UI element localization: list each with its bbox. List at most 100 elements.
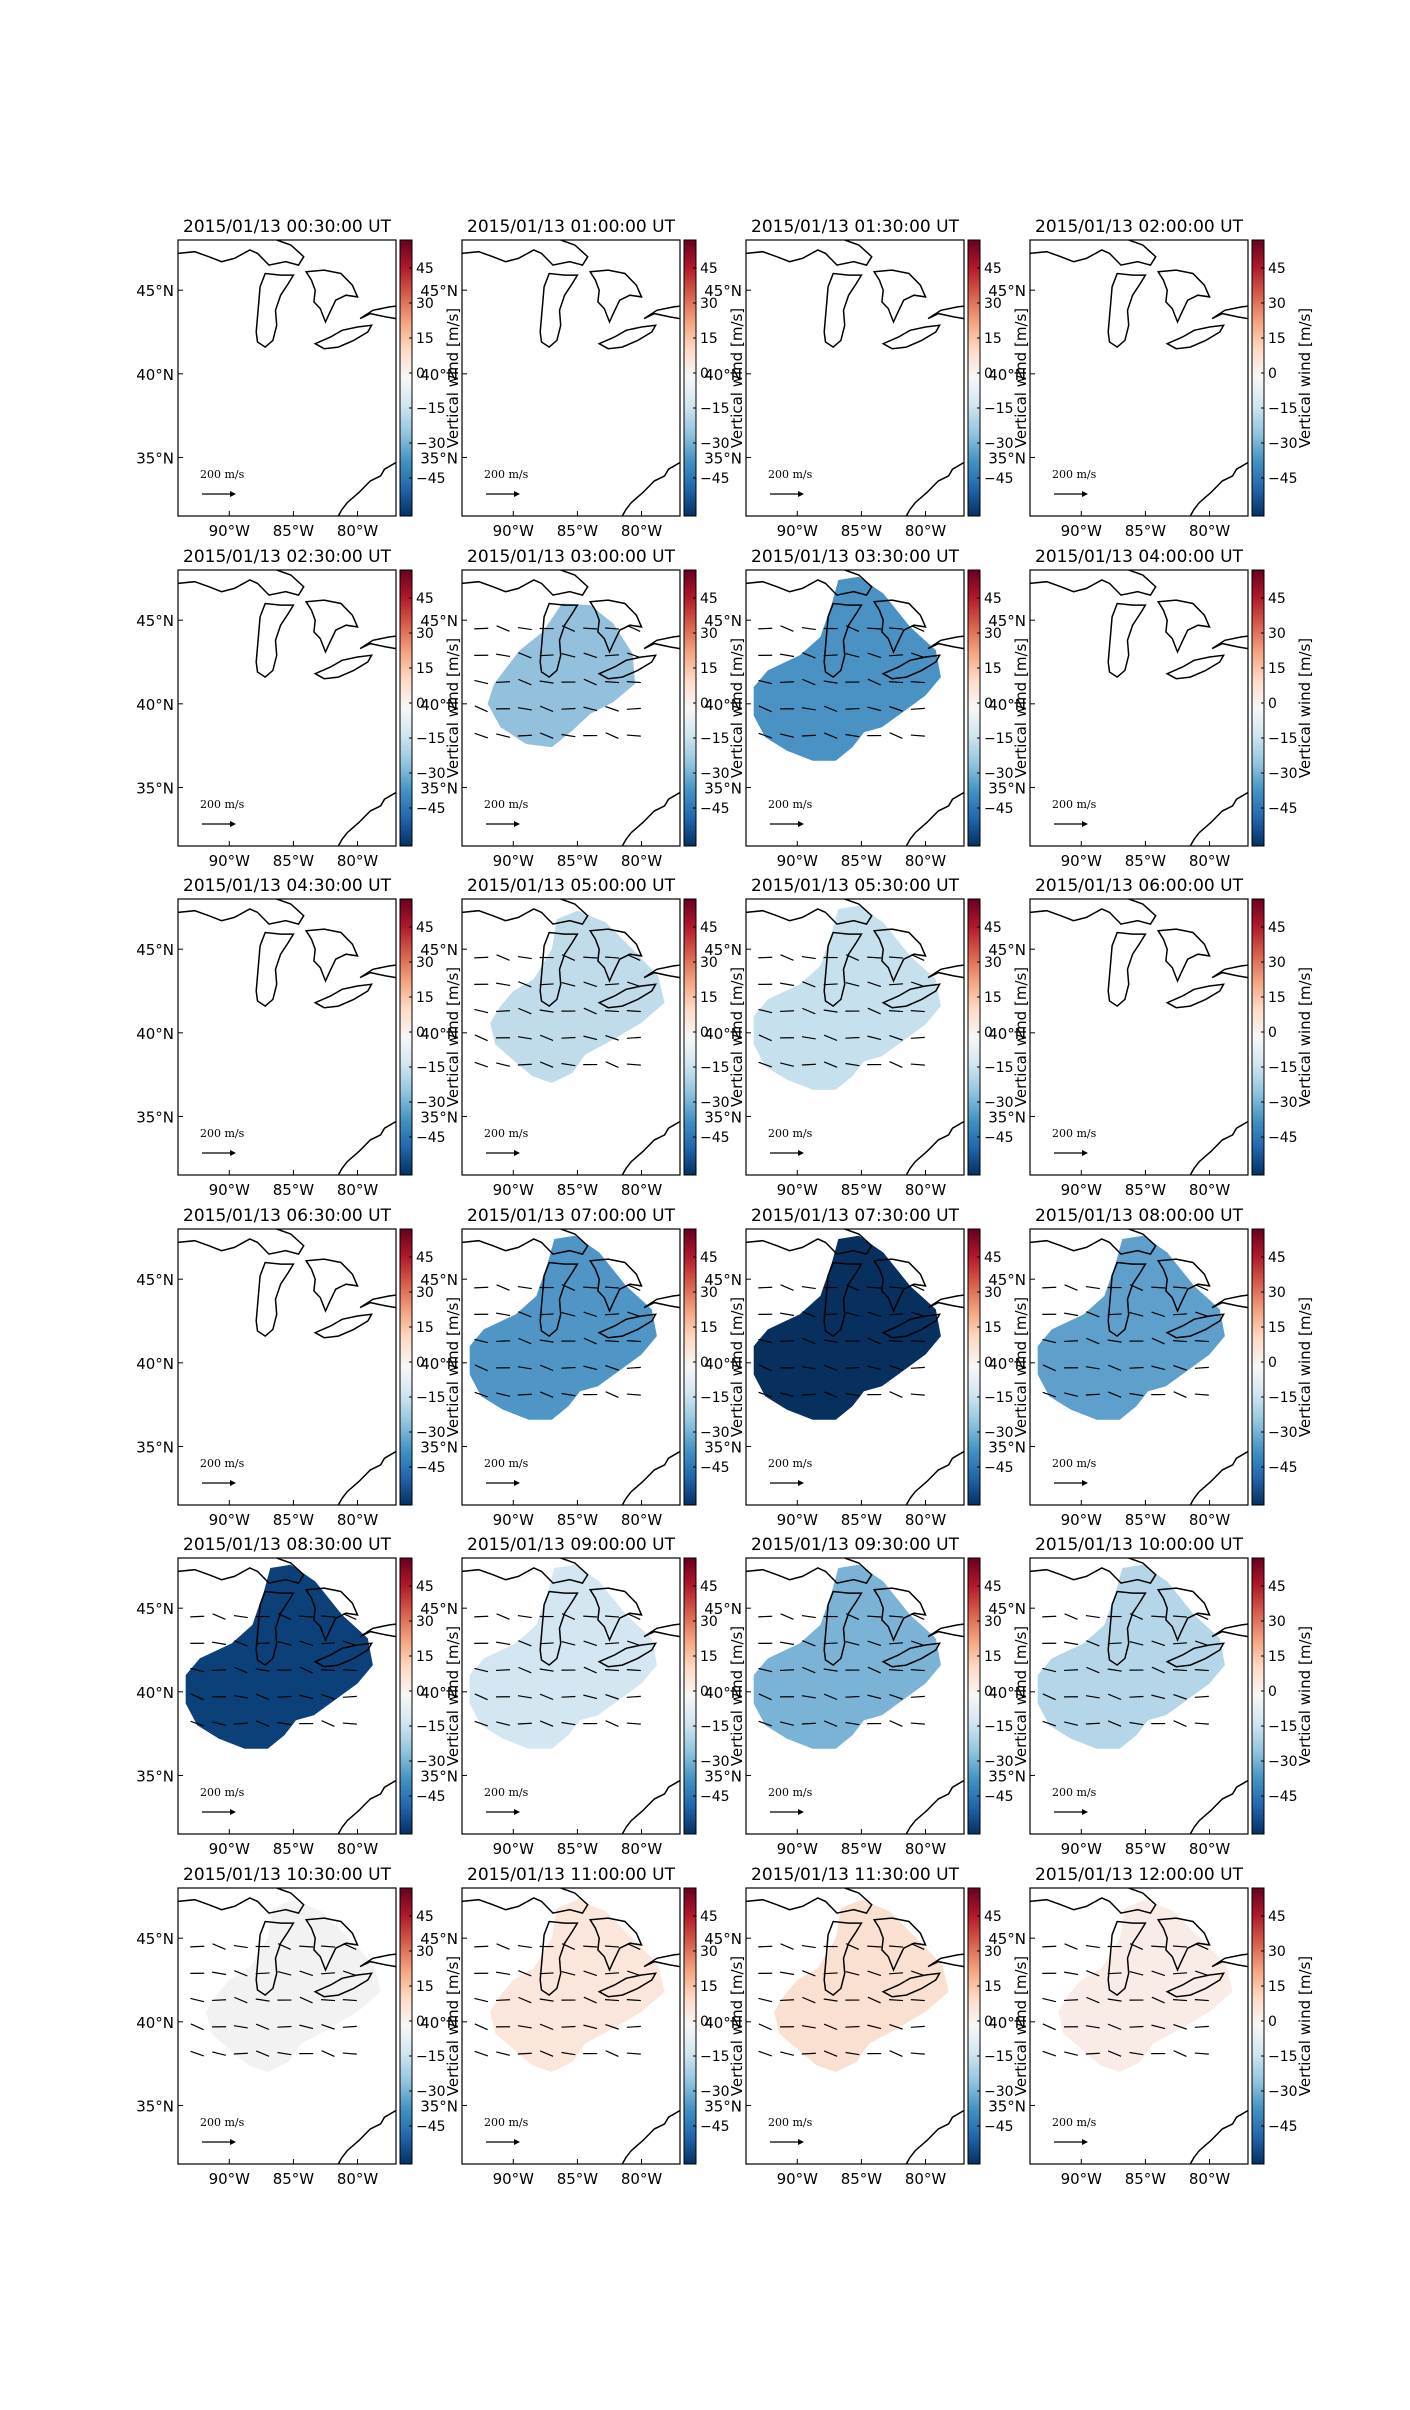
wind-vector xyxy=(1194,2025,1209,2028)
wind-vector xyxy=(1173,1668,1188,1672)
wind-vector xyxy=(780,1641,795,1646)
map-content xyxy=(746,240,964,516)
wind-vector xyxy=(1086,1996,1100,2004)
lat-tick-label: 35°N xyxy=(420,449,458,467)
lon-tick-label: 80°W xyxy=(1189,1840,1231,1858)
lat-tick-label: 40°N xyxy=(704,1355,742,1373)
colorbar-tick-label: 15 xyxy=(700,1649,718,1665)
wind-vector xyxy=(911,1970,925,1977)
wind-vector xyxy=(802,678,816,686)
colorbar-tick-label: −15 xyxy=(984,1060,1014,1076)
wind-vector xyxy=(758,732,773,739)
wind-vector xyxy=(583,981,598,988)
wind-vector xyxy=(823,705,838,713)
wind-vector xyxy=(212,1641,227,1646)
wind-vector xyxy=(910,1063,925,1066)
colorbar-tick-label: 45 xyxy=(1268,920,1286,936)
wind-vector xyxy=(190,1945,205,1948)
lon-tick-label: 90°W xyxy=(1061,1181,1103,1199)
wind-vector xyxy=(1151,1996,1165,2004)
panel-title: 2015/01/13 09:00:00 UT xyxy=(467,1535,676,1555)
map-panel: 2015/01/13 09:30:00 UT 200 m/s 45°N 40°N 35°… xyxy=(704,1535,1030,1858)
wind-vector xyxy=(780,1312,795,1317)
lat-tick-label: 35°N xyxy=(988,449,1026,467)
lon-tick-label: 90°W xyxy=(493,1840,535,1858)
wind-vector xyxy=(1107,1668,1122,1672)
scale-arrowhead xyxy=(1082,1150,1088,1156)
wind-vector xyxy=(845,2051,860,2056)
coastline xyxy=(304,928,359,983)
colorbar-tick-label: −30 xyxy=(700,436,730,452)
wind-vector xyxy=(627,1943,641,1950)
colorbar-label: Vertical wind [m/s] xyxy=(444,1626,462,1766)
wind-vector xyxy=(605,705,619,712)
scale-arrowhead xyxy=(798,1150,804,1156)
map-panel: 2015/01/13 07:30:00 UT 200 m/s 45°N 40°N 35°… xyxy=(704,1206,1030,1529)
coastline xyxy=(823,272,863,349)
colorbar-tick-label: −15 xyxy=(416,1060,446,1076)
lat-tick-label: 45°N xyxy=(420,1600,458,1618)
wind-vector xyxy=(605,654,620,657)
colorbar-tick-label: −30 xyxy=(1268,766,1298,782)
colorbar-tick-label: −30 xyxy=(700,2084,730,2100)
map-panel: 2015/01/13 08:30:00 UT 200 m/s 45°N 40°N 35°… xyxy=(136,1535,462,1858)
wind-vector xyxy=(1129,2051,1144,2056)
wind-vector xyxy=(889,1364,903,1371)
wind-vector xyxy=(758,1615,773,1618)
colorbar-tick-label: 0 xyxy=(700,366,709,382)
coastline xyxy=(337,461,396,516)
panel-frame xyxy=(745,1557,965,1835)
wind-vector xyxy=(1086,1337,1100,1345)
coastline xyxy=(304,599,359,654)
colorbar-tick-label: −30 xyxy=(700,1754,730,1770)
colorbar-tick-label: −45 xyxy=(700,2119,730,2135)
map-content xyxy=(462,240,680,516)
lat-tick-label: 35°N xyxy=(136,1767,174,1785)
scale-label: 200 m/s xyxy=(484,1127,529,1140)
lon-tick-label: 80°W xyxy=(905,852,947,870)
wind-vector xyxy=(1173,1642,1188,1645)
wind-vector xyxy=(321,1668,336,1672)
coastline xyxy=(1165,654,1225,680)
wind-vector xyxy=(823,1668,838,1672)
wind-vector xyxy=(802,1666,816,1674)
lon-tick-label: 90°W xyxy=(1061,1840,1103,1858)
wind-vector xyxy=(1085,1393,1100,1396)
coastline xyxy=(255,272,295,349)
lon-tick-label: 85°W xyxy=(841,1181,883,1199)
colorbar-tick-label: 15 xyxy=(700,661,718,677)
lat-tick-label: 45°N xyxy=(704,612,742,630)
wind-vector xyxy=(1107,2023,1122,2031)
wind-vector xyxy=(343,1613,357,1620)
wind-vector xyxy=(190,1615,205,1618)
colorbar-tick-label: −15 xyxy=(700,2049,730,2065)
coastline xyxy=(881,1313,941,1339)
panel-title: 2015/01/13 12:00:00 UT xyxy=(1035,1865,1244,1885)
wind-vector xyxy=(517,1285,532,1290)
wind-vector xyxy=(496,1062,510,1067)
wind-vector xyxy=(867,1007,881,1015)
wind-vector xyxy=(867,706,882,712)
lat-tick-label: 45°N xyxy=(988,282,1026,300)
lat-tick-label: 40°N xyxy=(704,1684,742,1702)
colorbar-tick-label: −45 xyxy=(984,801,1014,817)
wind-vector xyxy=(889,2050,903,2058)
colorbar-label: Vertical wind [m/s] xyxy=(728,308,746,448)
wind-vector xyxy=(1107,1364,1122,1372)
lon-tick-label: 90°W xyxy=(209,522,251,540)
wind-vector xyxy=(539,1642,554,1645)
colorbar xyxy=(683,569,697,847)
colorbar xyxy=(967,898,981,1176)
wind-vector xyxy=(1151,1311,1166,1318)
wind-vector xyxy=(627,652,641,659)
colorbar-tick-label: 15 xyxy=(1268,1979,1286,1995)
wind-vector xyxy=(1107,1391,1122,1398)
wind-vector xyxy=(758,1667,773,1673)
wind-vector xyxy=(867,1640,882,1647)
colorbar-label: Vertical wind [m/s] xyxy=(1012,1626,1030,1766)
wind-vector xyxy=(343,1943,357,1950)
coastline xyxy=(539,931,579,1008)
coastline xyxy=(359,964,396,979)
colorbar-label: Vertical wind [m/s] xyxy=(444,967,462,1107)
colorbar-tick-label: 30 xyxy=(416,626,434,642)
